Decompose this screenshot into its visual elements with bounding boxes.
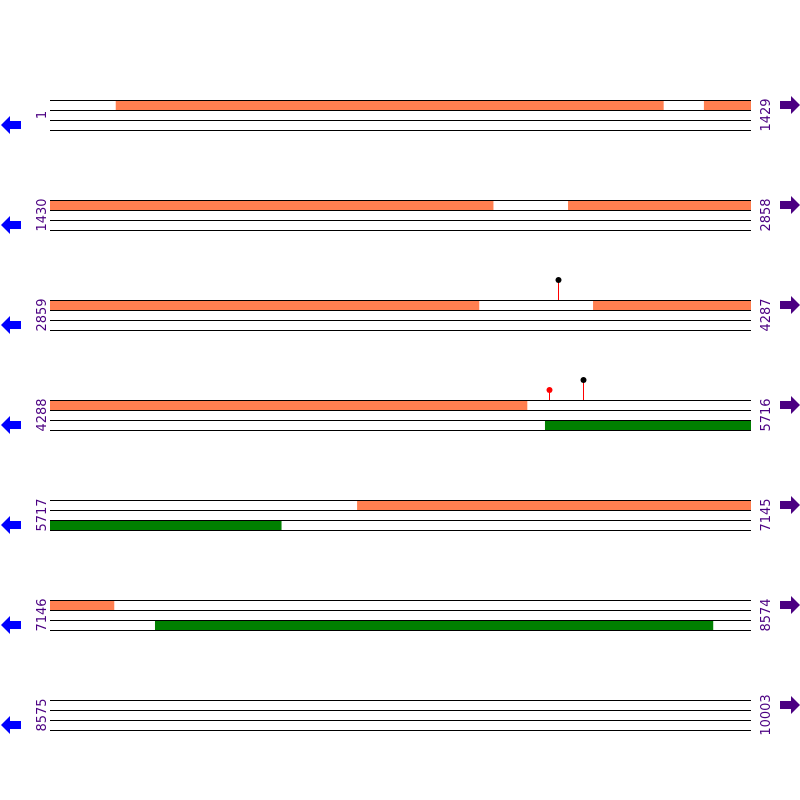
right-arrow-icon [780, 296, 800, 314]
left-arrow-icon [1, 616, 21, 634]
top-strand-feature [50, 200, 494, 210]
row-end-label: 7145 [759, 498, 774, 531]
row-start-label: 2859 [35, 298, 50, 331]
row-start-label: 1 [35, 111, 50, 119]
marker-head [580, 377, 587, 383]
sequence-row: 7146 8574 [1, 596, 800, 634]
left-arrow-icon [1, 716, 21, 734]
bottom-strand-feature [544, 420, 751, 430]
sequence-row: 1 1429 [1, 96, 800, 134]
right-arrow-icon [780, 496, 800, 514]
bottom-strand-feature [154, 620, 714, 630]
row-end-label: 10003 [759, 694, 774, 735]
top-strand-feature [115, 100, 664, 110]
row-start-label: 8575 [35, 698, 50, 731]
bottom-strand-feature [50, 520, 282, 530]
right-arrow-icon [780, 696, 800, 714]
left-arrow-icon [1, 516, 21, 534]
row-end-label: 4287 [759, 298, 774, 331]
sequence-row: 2859 4287 [1, 277, 800, 334]
row-end-label: 8574 [759, 598, 774, 631]
marker-head [555, 277, 562, 283]
right-arrow-icon [780, 96, 800, 114]
top-strand-feature [593, 300, 751, 310]
sequence-row: 8575 10003 [1, 694, 800, 736]
sequence-row: 4288 5716 [1, 377, 800, 434]
top-strand-feature [50, 400, 528, 410]
row-start-label: 4288 [35, 398, 50, 431]
left-arrow-icon [1, 216, 21, 234]
marker-head [546, 387, 553, 393]
top-strand-feature [50, 600, 115, 610]
row-end-label: 2858 [759, 198, 774, 231]
top-strand-feature [568, 200, 751, 210]
top-strand-feature [357, 500, 751, 510]
row-start-label: 7146 [35, 598, 50, 631]
right-arrow-icon [780, 196, 800, 214]
row-start-label: 5717 [35, 498, 50, 531]
left-arrow-icon [1, 116, 21, 134]
left-arrow-icon [1, 416, 21, 434]
row-start-label: 1430 [35, 198, 50, 231]
sequence-row: 1430 2858 [1, 196, 800, 234]
left-arrow-icon [1, 316, 21, 334]
row-end-label: 5716 [759, 398, 774, 431]
row-end-label: 1429 [759, 98, 774, 131]
right-arrow-icon [780, 596, 800, 614]
top-strand-feature [50, 300, 480, 310]
top-strand-feature [703, 100, 751, 110]
right-arrow-icon [780, 396, 800, 414]
sequence-row: 5717 7145 [1, 496, 800, 534]
